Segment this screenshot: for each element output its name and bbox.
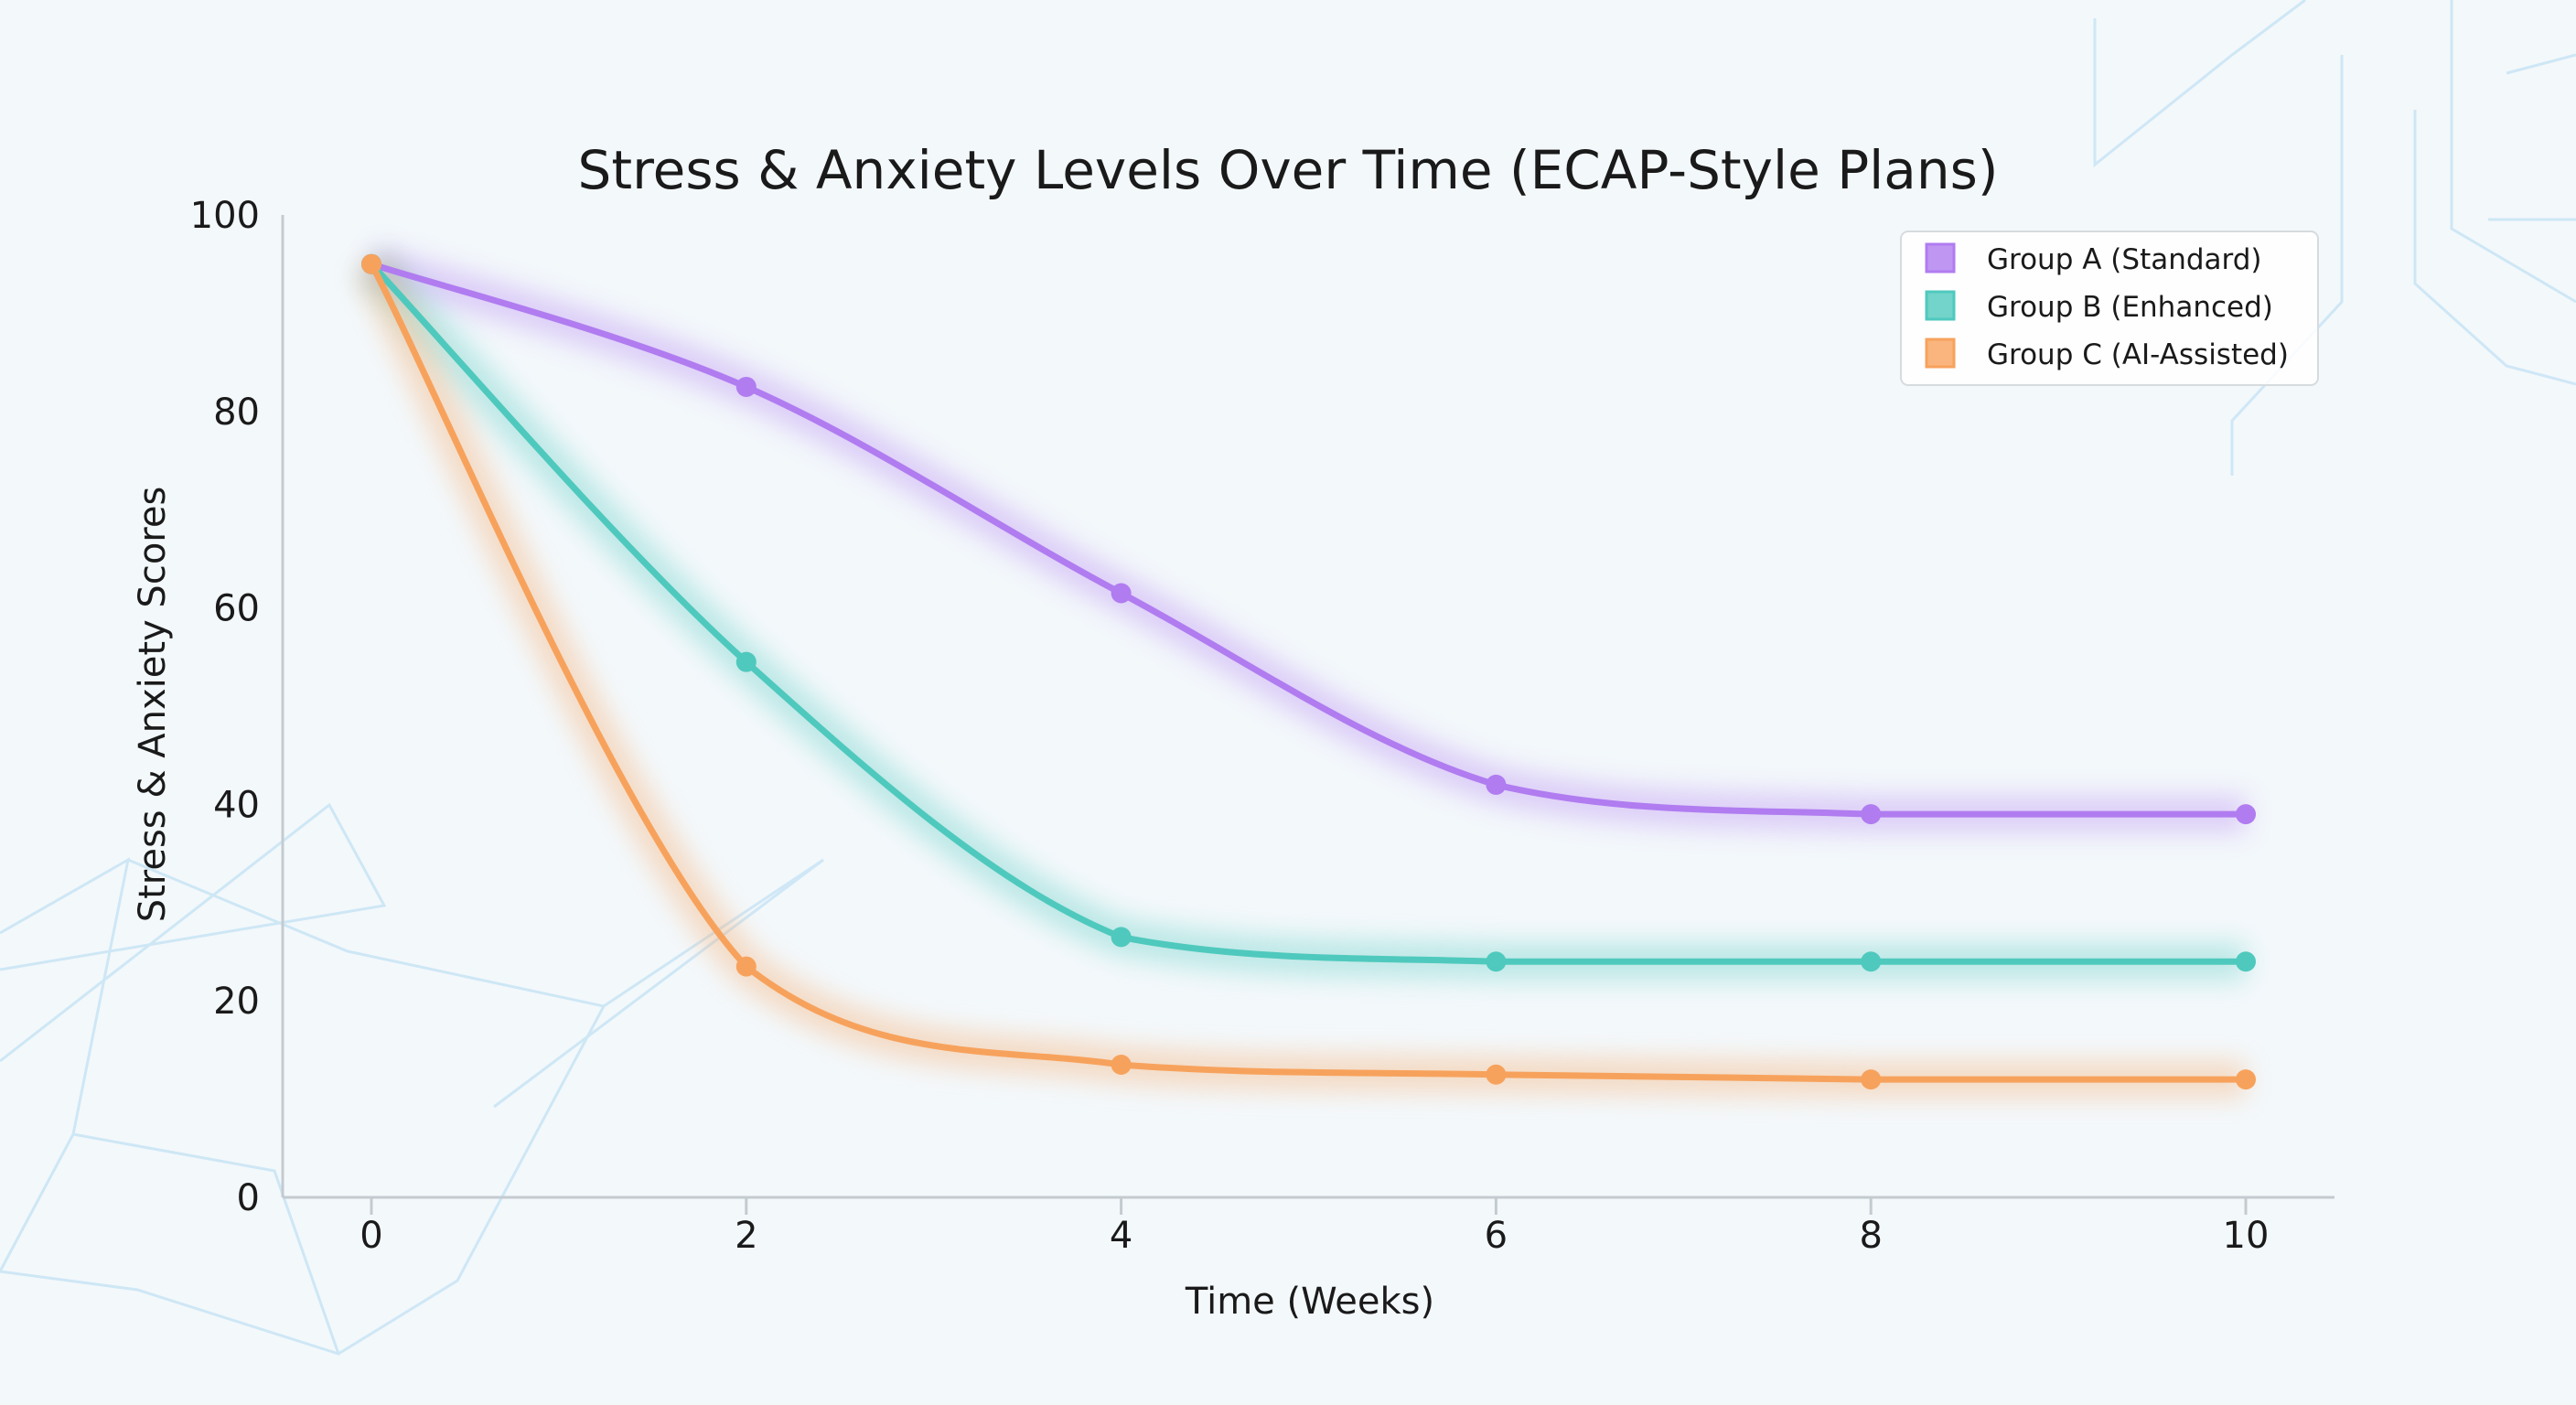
legend-swatch [1925, 290, 1956, 321]
data-point [2236, 1069, 2256, 1090]
data-point [735, 376, 757, 397]
data-point [735, 651, 757, 672]
y-axis-label: Stress & Anxiety Scores [132, 487, 174, 923]
legend-label: Group C (AI-Assisted) [1987, 338, 2289, 371]
x-tick-label: 0 [360, 1215, 382, 1257]
x-tick-label: 6 [1485, 1215, 1508, 1257]
data-point [1111, 927, 1132, 948]
data-point [1486, 1064, 1507, 1085]
data-point [1861, 951, 1882, 972]
series-line [368, 261, 2249, 965]
legend-label: Group B (Enhanced) [1987, 291, 2273, 324]
x-tick-label: 10 [2223, 1215, 2270, 1257]
data-point [1861, 1069, 1882, 1090]
legend-swatch [1925, 338, 1956, 369]
legend-swatch [1925, 242, 1956, 273]
data-point [2236, 951, 2256, 972]
y-tick-label: 60 [213, 588, 260, 630]
series-line [368, 261, 2249, 818]
y-tick-label: 20 [213, 981, 260, 1023]
legend-box [1900, 231, 2319, 386]
x-tick-label: 2 [735, 1215, 757, 1257]
chart-title: Stress & Anxiety Levels Over Time (ECAP-… [578, 139, 1999, 201]
legend: Group A (Standard) Group B (Enhanced) Grou… [1900, 231, 2319, 386]
series-line [368, 261, 2249, 1083]
x-tick-label: 8 [1859, 1215, 1882, 1257]
legend-label: Group A (Standard) [1987, 243, 2262, 276]
data-point [1486, 774, 1507, 795]
x-tick-label: 4 [1110, 1215, 1132, 1257]
data-point [1486, 951, 1507, 972]
data-point [735, 956, 757, 977]
data-point [1111, 583, 1132, 604]
y-tick-label: 0 [237, 1177, 260, 1219]
data-point [361, 253, 381, 274]
x-axis-label: Time (Weeks) [1185, 1281, 1434, 1323]
axes [281, 215, 2334, 1199]
y-tick-label: 100 [190, 195, 260, 237]
y-tick-label: 40 [213, 784, 260, 826]
data-point [1111, 1055, 1132, 1076]
data-point [1861, 804, 1882, 825]
data-point [2236, 804, 2256, 825]
y-tick-label: 80 [213, 391, 260, 434]
